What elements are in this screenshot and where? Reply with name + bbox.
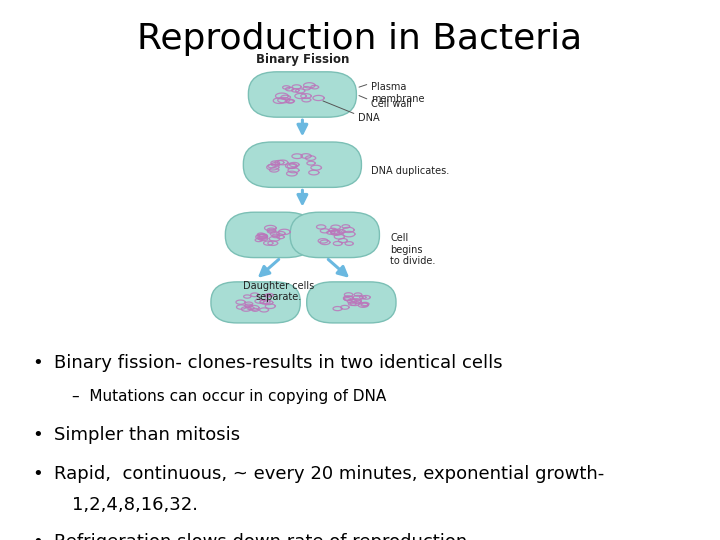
Text: –  Mutations can occur in copying of DNA: – Mutations can occur in copying of DNA (72, 389, 386, 404)
Text: •: • (32, 464, 43, 483)
Text: •: • (32, 426, 43, 444)
Text: Binary Fission: Binary Fission (256, 53, 349, 66)
FancyBboxPatch shape (243, 142, 361, 187)
Text: Daughter cells
separate.: Daughter cells separate. (243, 281, 314, 302)
Text: Cell
begins
to divide.: Cell begins to divide. (390, 233, 436, 266)
FancyBboxPatch shape (248, 72, 356, 117)
Text: Refrigeration slows down rate of reproduction: Refrigeration slows down rate of reprodu… (54, 534, 467, 540)
Text: 1,2,4,8,16,32.: 1,2,4,8,16,32. (72, 496, 198, 515)
Text: Binary fission- clones-results in two identical cells: Binary fission- clones-results in two id… (54, 354, 503, 372)
Text: •: • (32, 354, 43, 372)
Text: •: • (32, 534, 43, 540)
FancyBboxPatch shape (225, 212, 315, 258)
FancyBboxPatch shape (307, 282, 396, 323)
Text: DNA: DNA (358, 113, 379, 124)
FancyBboxPatch shape (211, 282, 300, 323)
Text: Cell wall: Cell wall (371, 99, 412, 110)
Text: Reproduction in Bacteria: Reproduction in Bacteria (138, 22, 582, 56)
Text: Rapid,  continuous, ~ every 20 minutes, exponential growth-: Rapid, continuous, ~ every 20 minutes, e… (54, 464, 604, 483)
Text: Plasma
membrane: Plasma membrane (371, 82, 424, 104)
Text: DNA duplicates.: DNA duplicates. (371, 166, 449, 176)
Text: Simpler than mitosis: Simpler than mitosis (54, 426, 240, 444)
FancyBboxPatch shape (290, 212, 379, 258)
